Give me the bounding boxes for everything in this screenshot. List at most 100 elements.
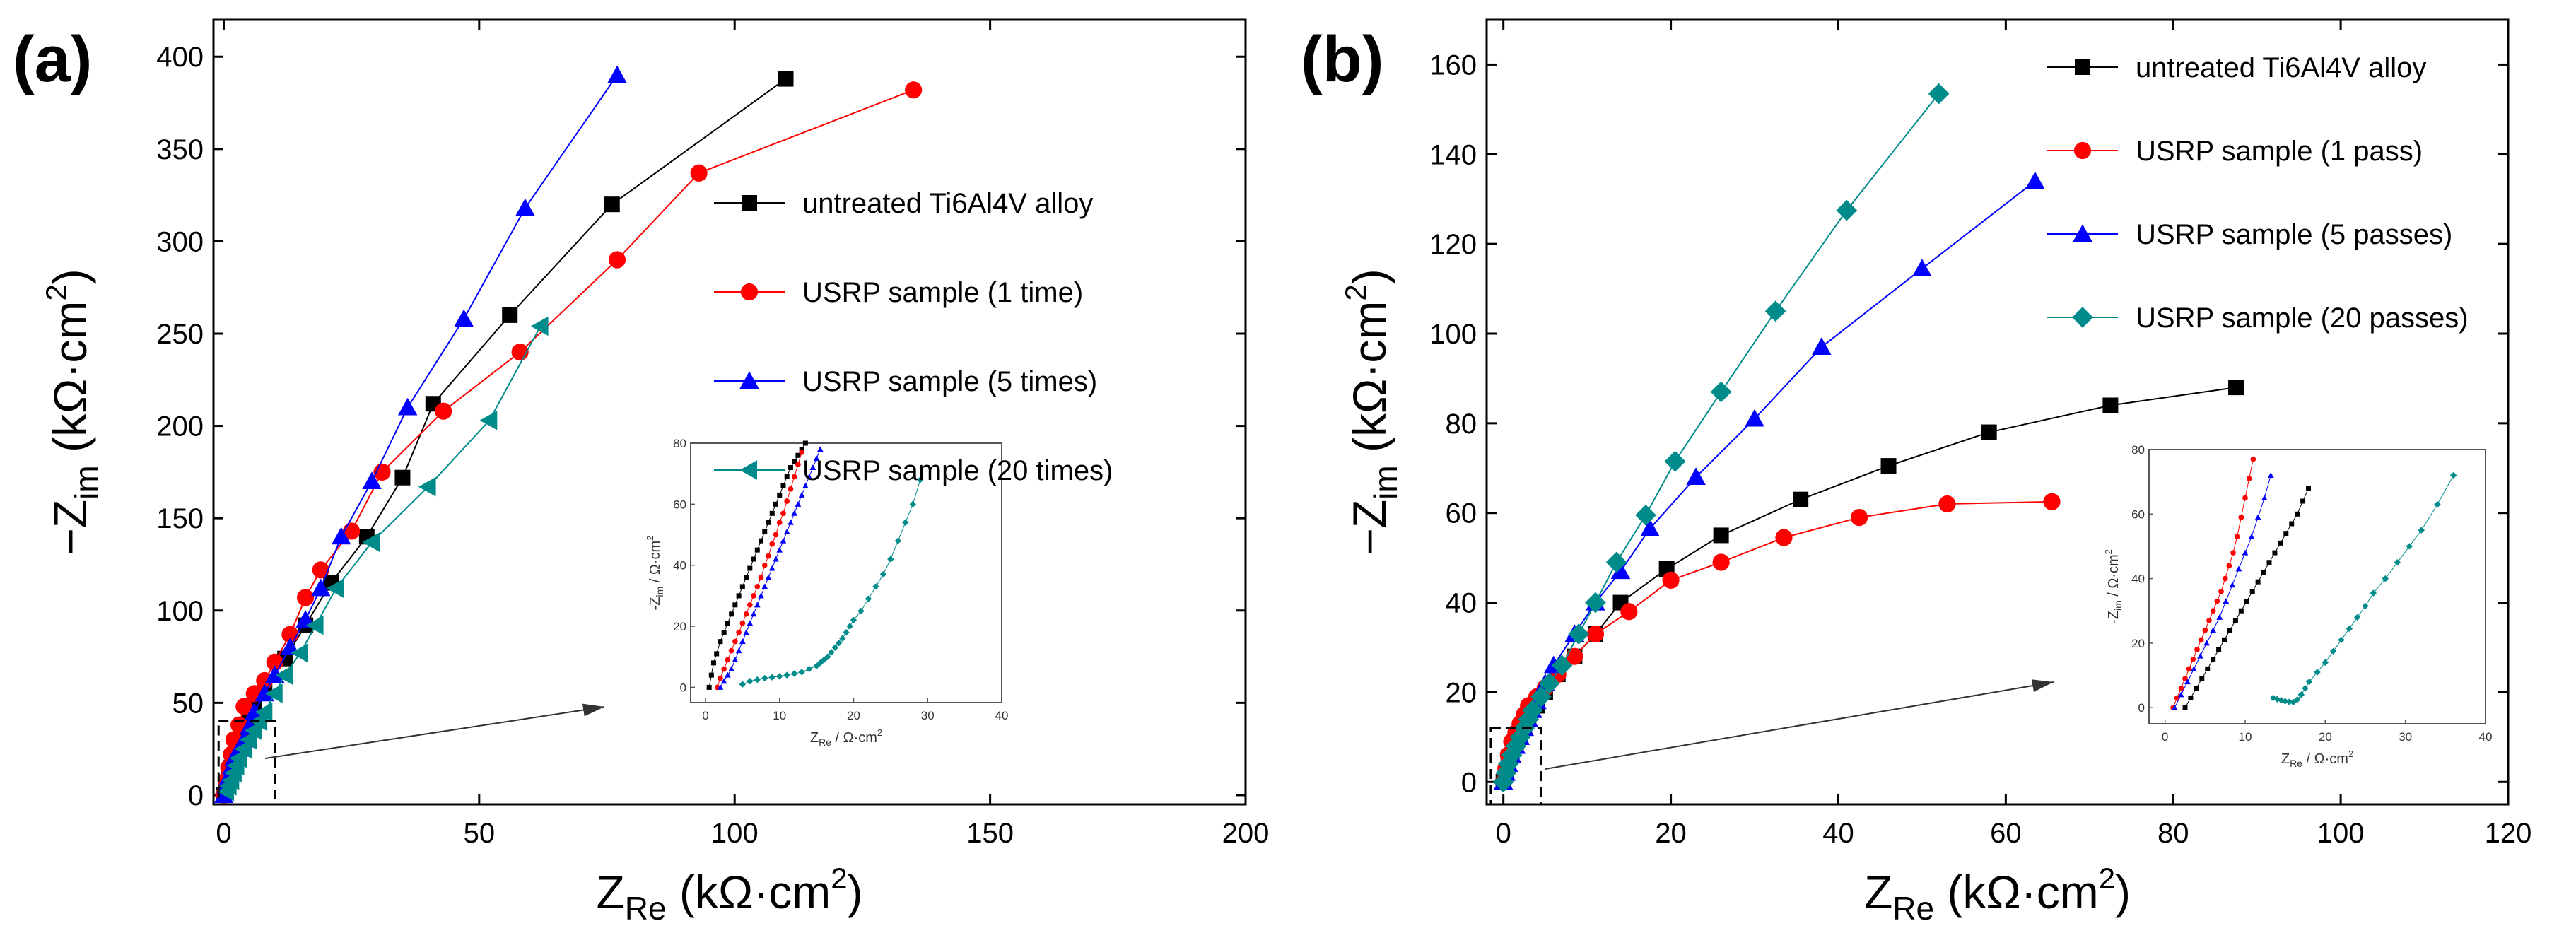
inset-data-point [739, 638, 746, 645]
inset-data-point [2244, 599, 2249, 604]
data-point [1605, 551, 1627, 573]
inset-data-point [843, 628, 850, 636]
data-point [397, 397, 418, 416]
inset-x-label-unit: / Ω·cm [2302, 751, 2348, 767]
inset-y-label-main: -Z [2106, 611, 2121, 624]
inset-data-point [761, 583, 768, 589]
x-axis-ticks: 0 20 40 60 80 100 120 [1496, 20, 2532, 849]
y-tick-label: 60 [1446, 498, 1477, 529]
inset-data-point [2214, 598, 2220, 604]
x-tick-label: 0 [216, 818, 231, 849]
inset-data-point [820, 656, 828, 664]
inset-x-axis-label: ZRe / Ω·cm2 [810, 727, 882, 748]
series-line [1502, 500, 2052, 782]
inset-data-point [792, 459, 797, 464]
inset-data-point [850, 616, 857, 624]
x-label-main: Z [1864, 866, 1892, 918]
inset-x-tick-label: 10 [2239, 730, 2252, 744]
inset-data-point [2329, 647, 2337, 655]
data-point [235, 698, 253, 715]
inset-data-point [2249, 589, 2255, 594]
data-point [1620, 603, 1638, 621]
inset-data-point [729, 611, 734, 617]
inset-data-point [2205, 666, 2211, 671]
inset-data-point [759, 538, 764, 544]
inset-data-point [2250, 456, 2256, 462]
inset-data-point [783, 528, 790, 534]
inset-data-point [2242, 495, 2248, 501]
inset-data-point [788, 519, 794, 525]
data-point [1812, 337, 1832, 356]
data-point [1585, 592, 1606, 614]
inset-series-line [708, 442, 806, 688]
inset-data-point [917, 476, 924, 483]
y-label-space [1343, 452, 1395, 465]
inset-y-label-unit: / Ω·cm [648, 541, 663, 587]
inset-data-point [775, 673, 783, 680]
legend-marker [2073, 224, 2092, 242]
data-point [778, 71, 794, 87]
x-tick-label: 120 [2485, 818, 2532, 849]
y-axis-label: −Zim (kΩ·cm2) [1339, 269, 1404, 555]
legend: untreated Ti6Al4V alloy USRP sample (1 ti… [714, 188, 1113, 486]
inset-data-point [739, 681, 747, 688]
data-point [311, 578, 331, 597]
x-label-close: ) [848, 866, 863, 918]
inset-series-3 [2182, 486, 2312, 710]
inset-data-point [2261, 569, 2266, 575]
inset-y-label-main: -Z [648, 597, 663, 611]
inset-data-point [795, 500, 802, 507]
inset-data-point [776, 546, 783, 553]
inset-data-point [865, 595, 872, 602]
x-tick-label: 150 [966, 818, 1014, 849]
inset-data-point [2238, 608, 2244, 614]
inset-data-point [816, 659, 824, 667]
data-point [1713, 527, 1729, 544]
data-point [607, 65, 627, 83]
inset-y-tick-label: 40 [2131, 573, 2145, 586]
inset-data-point [708, 672, 714, 678]
data-point [296, 589, 315, 606]
data-point [1764, 300, 1786, 322]
inset-data-point [2418, 527, 2425, 534]
inset-data-point [754, 547, 760, 553]
inset-data-point [2406, 543, 2413, 550]
inset-data-point [2188, 695, 2194, 700]
x-label-unit: (kΩ·cm [679, 866, 831, 918]
inset-data-point [2203, 640, 2210, 646]
plot-frame [212, 18, 1247, 806]
y-tick-label: 200 [156, 411, 204, 442]
inset-data-point [768, 674, 775, 681]
legend: untreated Ti6Al4V alloy USRP sample (1 pa… [2047, 52, 2469, 334]
y-label-main: −Z [1343, 500, 1395, 556]
inset-data-point [2197, 652, 2203, 659]
x-tick-label: 80 [2158, 818, 2189, 849]
inset-data-point [2190, 656, 2196, 662]
series-line [1502, 180, 2036, 782]
x-label-main: Z [596, 866, 624, 918]
inset-data-point [744, 575, 749, 580]
inset-data-point [2278, 540, 2283, 546]
data-point [1538, 672, 1560, 694]
inset-data-point [2300, 498, 2306, 504]
y-tick-label: 80 [1446, 409, 1477, 440]
inset-data-point [2178, 685, 2184, 691]
inset-data-point [725, 621, 730, 626]
y-tick-label: 300 [156, 226, 204, 257]
data-point [1530, 686, 1552, 708]
inset-data-point [2202, 627, 2208, 633]
inset-series-2 [714, 450, 804, 691]
inset-data-point [758, 575, 764, 580]
data-point [362, 471, 382, 489]
y-tick-label: 150 [156, 503, 204, 534]
y-tick-label: 100 [1429, 319, 1477, 350]
data-point [312, 561, 329, 579]
x-tick-label: 200 [1222, 818, 1270, 849]
inset-data-point [2322, 659, 2329, 666]
inset-data-point [2186, 666, 2192, 672]
x-label-close: ) [2115, 866, 2131, 918]
inset-data-point [909, 500, 917, 508]
